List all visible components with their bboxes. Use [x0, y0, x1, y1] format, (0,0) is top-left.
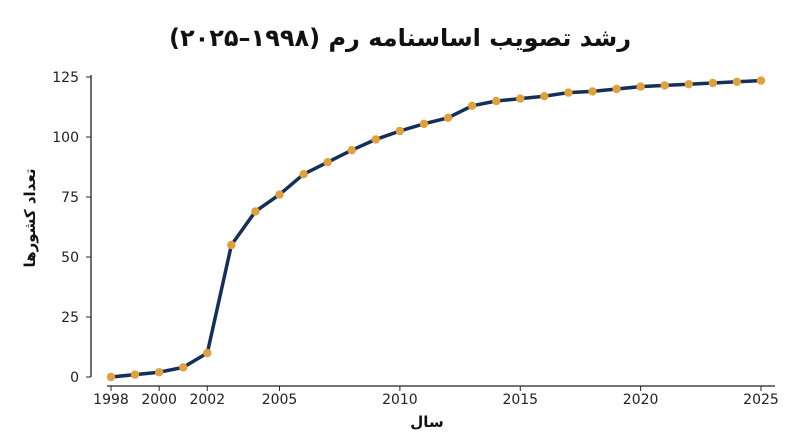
y-tick-label: 100: [52, 130, 79, 146]
data-point: [299, 170, 308, 179]
x-tick-label: 1998: [93, 392, 129, 408]
x-tick-label: 2010: [382, 392, 418, 408]
data-point: [395, 126, 405, 136]
data-point: [732, 77, 742, 87]
data-point: [660, 81, 669, 90]
data-point: [516, 94, 525, 103]
x-tick-label: 2020: [623, 392, 659, 408]
data-point: [347, 146, 356, 155]
y-tick-label: 0: [70, 370, 79, 386]
chart-title: رشد تصویب اساسنامه رم (۱۹۹۸–۲۰۲۵): [169, 24, 631, 52]
data-point: [708, 78, 718, 88]
y-tick-label: 75: [61, 190, 79, 206]
data-point: [106, 372, 116, 382]
data-point: [227, 240, 236, 250]
data-point: [684, 80, 693, 89]
data-point: [467, 101, 477, 111]
y-tick-label: 50: [61, 250, 79, 266]
x-tick-label: 2025: [743, 392, 779, 408]
chart-marks: [106, 76, 766, 382]
x-tick-label: 2000: [141, 392, 177, 408]
y-tick-label: 125: [52, 70, 79, 86]
series-line: [109, 78, 763, 379]
data-point: [179, 363, 188, 372]
axes: 0 25 50 75 100 125 1998 2000 2002 2005 2010 2015 202…: [52, 70, 779, 408]
data-point: [251, 207, 260, 216]
data-point: [371, 135, 381, 144]
data-point: [756, 76, 766, 85]
x-tick-label: 2002: [189, 392, 225, 408]
x-tick-label: 2015: [502, 392, 538, 408]
data-point: [419, 119, 429, 128]
data-point: [588, 87, 597, 96]
data-point: [130, 370, 140, 379]
x-axis-label: سال: [410, 413, 443, 431]
data-point: [443, 113, 453, 123]
data-point: [323, 158, 332, 167]
y-tick-label: 25: [61, 310, 79, 326]
data-point: [540, 92, 549, 101]
data-point: [636, 82, 645, 91]
data-point: [564, 88, 573, 97]
data-point: [154, 368, 164, 377]
data-point: [491, 96, 501, 106]
data-point: [203, 348, 212, 358]
data-point: [275, 190, 284, 199]
y-axis-label: تعداد کشورها: [21, 169, 39, 268]
data-point: [612, 84, 621, 94]
x-tick-label: 2005: [262, 392, 298, 408]
